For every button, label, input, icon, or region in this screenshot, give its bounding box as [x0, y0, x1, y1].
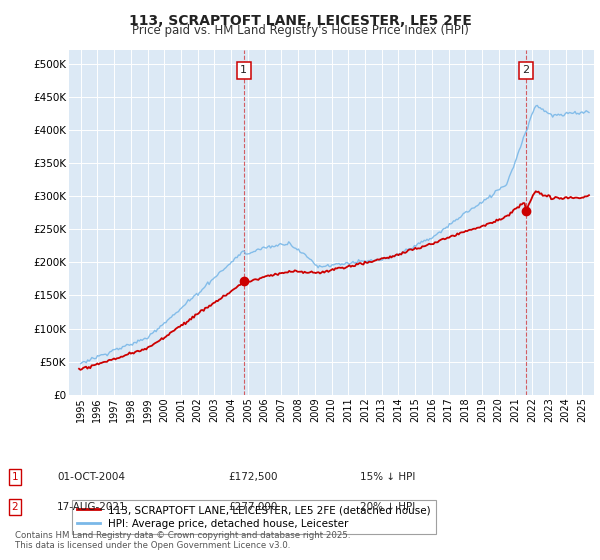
Text: 20% ↓ HPI: 20% ↓ HPI [360, 502, 415, 512]
Text: 113, SCRAPTOFT LANE, LEICESTER, LE5 2FE: 113, SCRAPTOFT LANE, LEICESTER, LE5 2FE [128, 14, 472, 28]
Text: Contains HM Land Registry data © Crown copyright and database right 2025.
This d: Contains HM Land Registry data © Crown c… [15, 530, 350, 550]
Text: 01-OCT-2004: 01-OCT-2004 [57, 472, 125, 482]
Legend: 113, SCRAPTOFT LANE, LEICESTER, LE5 2FE (detached house), HPI: Average price, de: 113, SCRAPTOFT LANE, LEICESTER, LE5 2FE … [71, 500, 436, 534]
Text: 1: 1 [11, 472, 19, 482]
Text: 2: 2 [522, 66, 529, 75]
Text: 1: 1 [240, 66, 247, 75]
Text: 15% ↓ HPI: 15% ↓ HPI [360, 472, 415, 482]
Text: £172,500: £172,500 [228, 472, 277, 482]
Text: 17-AUG-2021: 17-AUG-2021 [57, 502, 127, 512]
Text: £277,000: £277,000 [228, 502, 277, 512]
Text: Price paid vs. HM Land Registry's House Price Index (HPI): Price paid vs. HM Land Registry's House … [131, 24, 469, 37]
Text: 2: 2 [11, 502, 19, 512]
